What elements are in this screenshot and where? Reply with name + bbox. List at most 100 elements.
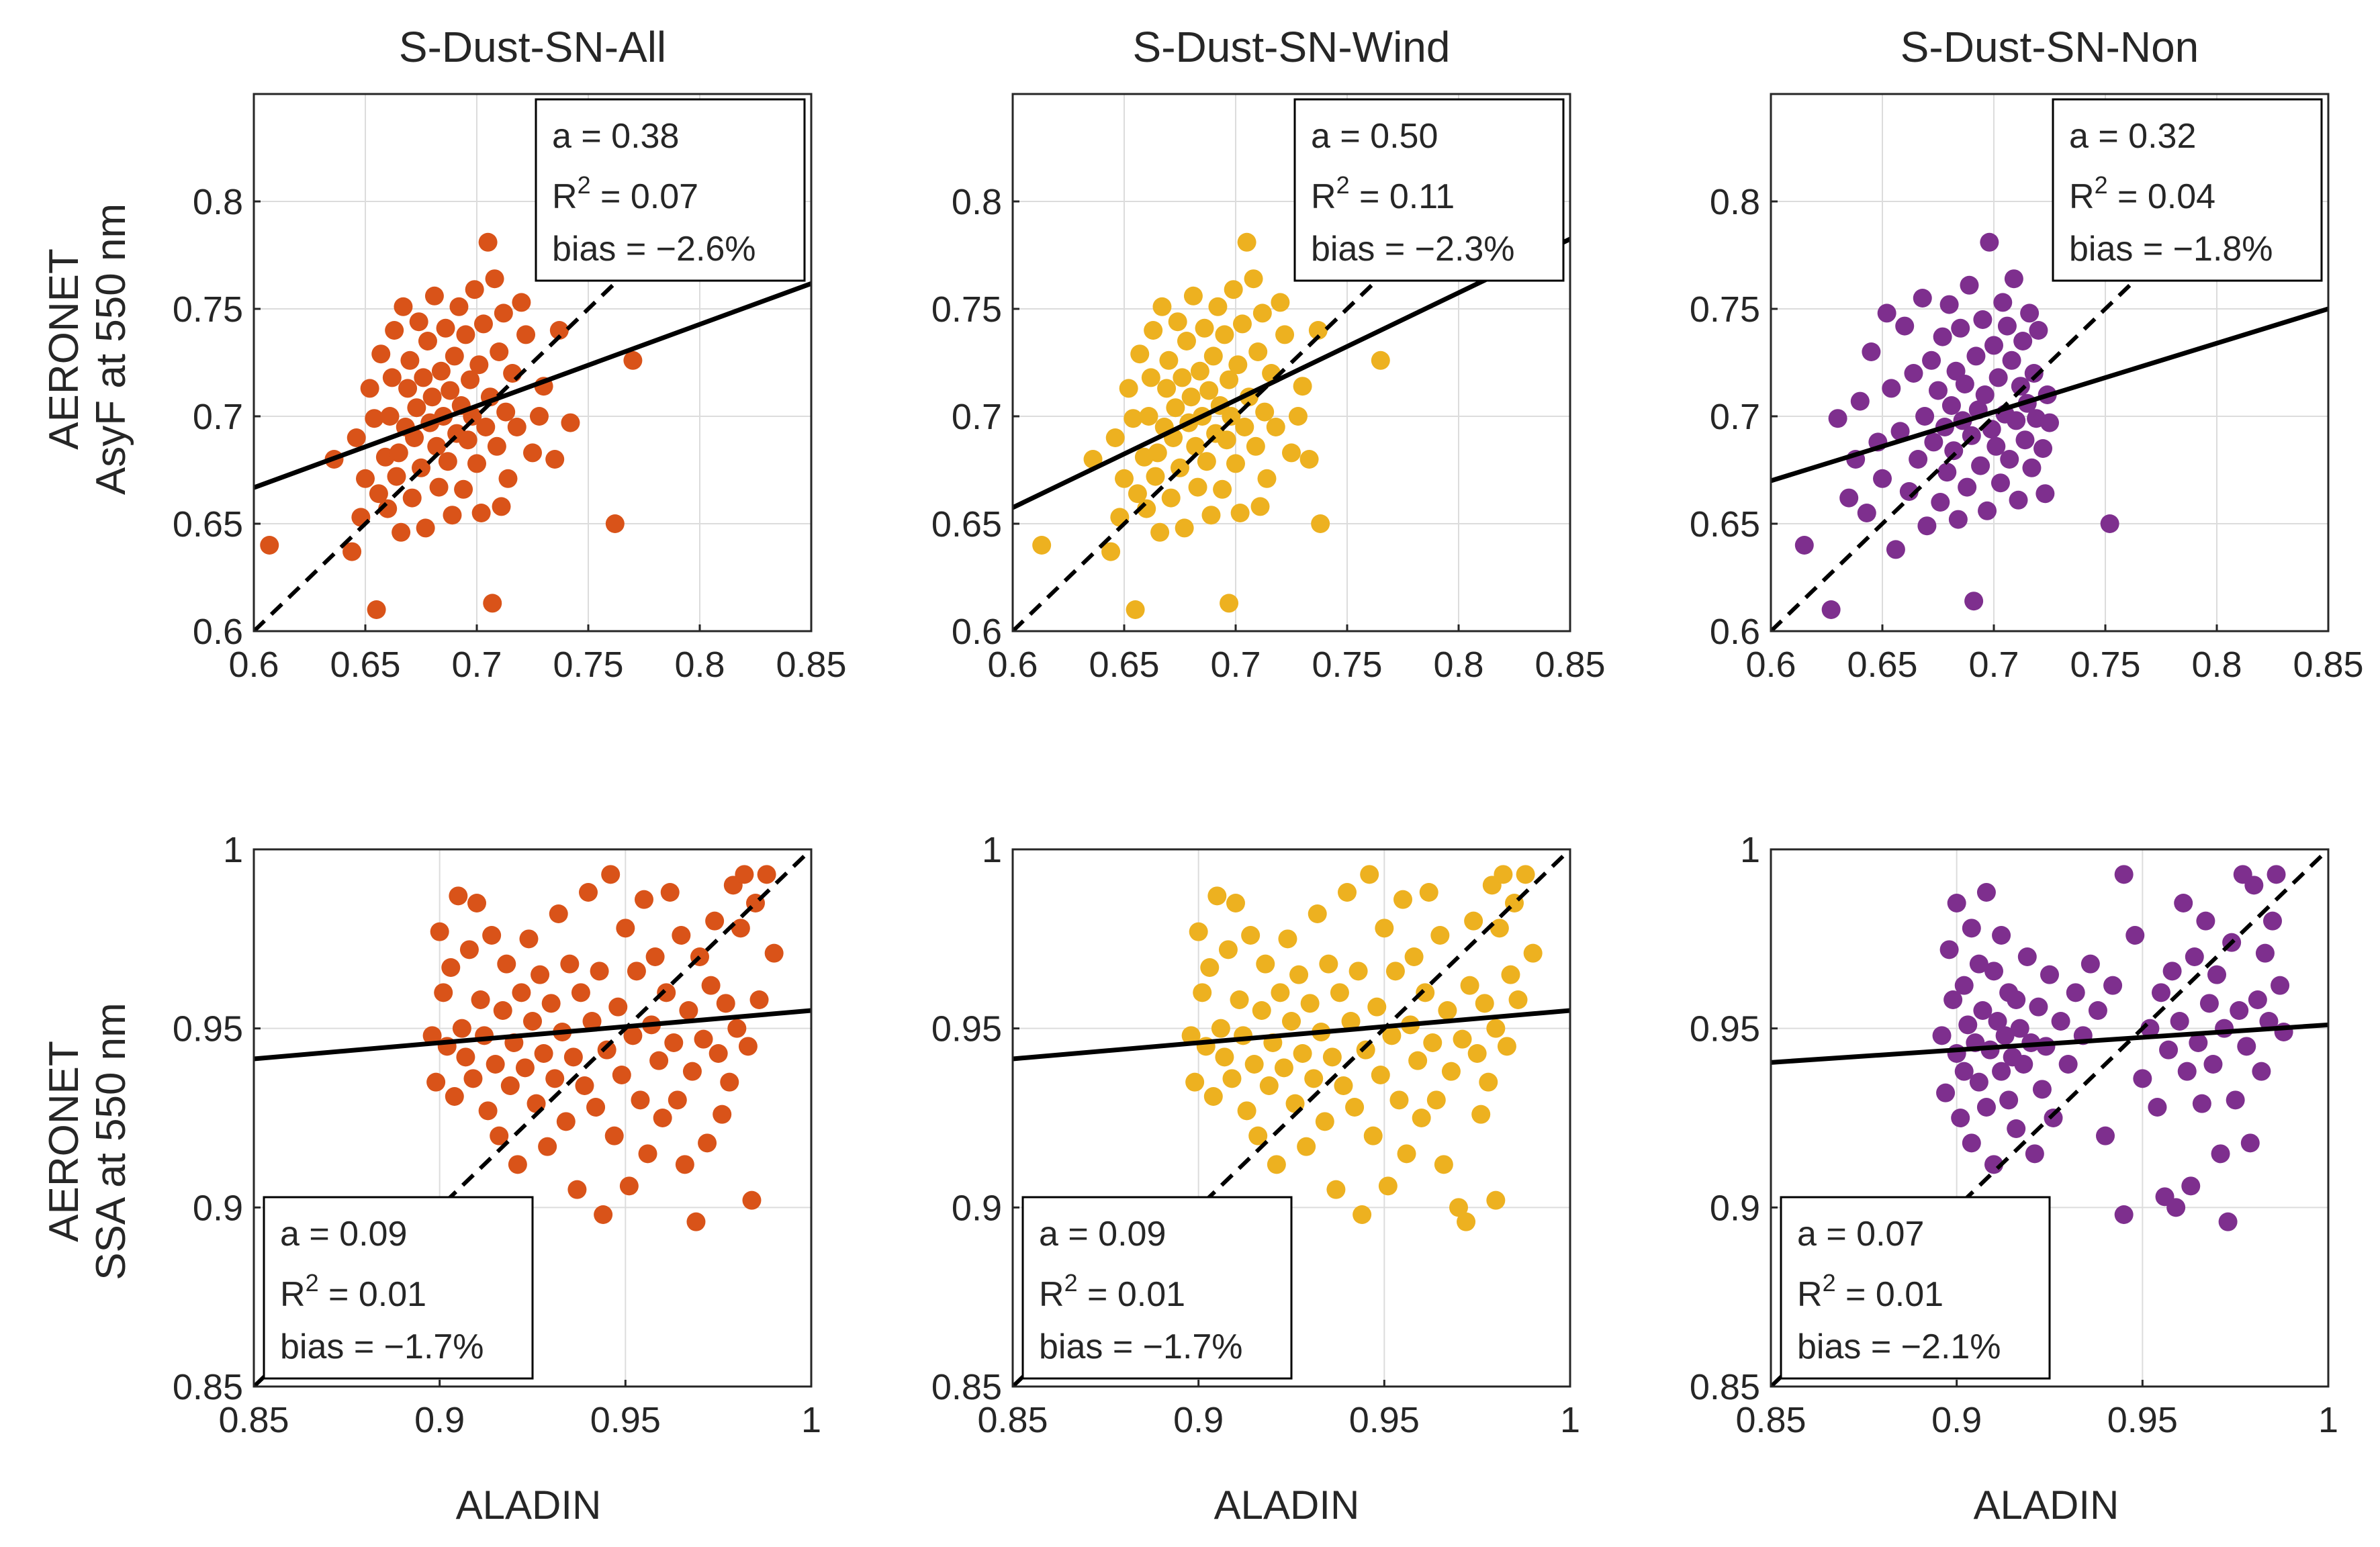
- data-point: [701, 976, 721, 995]
- y-tick-label: 0.65: [931, 504, 1002, 545]
- data-point: [414, 368, 433, 387]
- data-point: [1850, 391, 1870, 411]
- data-point: [2009, 490, 2028, 510]
- data-point: [1973, 310, 1993, 329]
- data-point: [1319, 954, 1338, 974]
- data-point: [638, 1144, 657, 1164]
- data-point: [367, 600, 386, 619]
- data-point: [1230, 990, 1249, 1009]
- data-point: [1966, 346, 1986, 366]
- data-point: [1501, 965, 1520, 984]
- data-point: [1975, 385, 1995, 404]
- data-point: [1308, 321, 1328, 340]
- data-point: [590, 962, 609, 981]
- data-point: [1915, 407, 1935, 426]
- data-point: [1393, 890, 1412, 909]
- data-point: [1995, 1026, 2015, 1045]
- data-point: [1237, 232, 1256, 252]
- data-point: [694, 1029, 713, 1049]
- data-point: [1984, 962, 2003, 981]
- data-point: [631, 1090, 650, 1110]
- data-point: [1232, 314, 1252, 334]
- data-point: [1181, 387, 1201, 407]
- data-point: [1988, 1012, 2007, 1031]
- data-point: [1203, 346, 1223, 366]
- data-point: [1958, 477, 1977, 497]
- data-point: [1224, 280, 1243, 299]
- data-point: [2080, 954, 2100, 974]
- data-point: [1218, 940, 1238, 959]
- data-point: [2263, 911, 2282, 931]
- xlabel-col2: ALADIN: [1214, 1483, 1360, 1528]
- data-point: [1475, 994, 1494, 1013]
- data-point: [1193, 983, 1212, 1002]
- data-point: [1962, 919, 1981, 938]
- x-tick-label: 0.75: [1312, 645, 1382, 685]
- data-point: [1467, 1044, 1487, 1063]
- data-point: [1460, 976, 1479, 995]
- x-tick-label: 0.65: [330, 645, 400, 685]
- data-point: [1152, 297, 1172, 316]
- y-tick-label: 0.95: [1690, 1009, 1760, 1049]
- data-point: [2259, 1012, 2279, 1031]
- data-point: [1177, 332, 1196, 350]
- ylabel-top-line1: AERONET: [41, 248, 87, 450]
- data-point: [1166, 398, 1185, 418]
- data-point: [1862, 342, 1881, 361]
- data-point: [1220, 370, 1239, 389]
- data-point: [1886, 540, 1905, 559]
- data-point: [1964, 592, 1984, 611]
- chart-title: S-Dust-SN-All: [399, 23, 666, 71]
- data-point: [1955, 375, 1974, 393]
- data-point: [672, 926, 691, 945]
- data-point: [2032, 1080, 2052, 1099]
- data-point: [394, 297, 413, 316]
- data-point: [2192, 1094, 2211, 1113]
- data-point: [1988, 368, 2008, 387]
- data-point: [2267, 865, 2286, 884]
- y-tick-label: 0.9: [193, 1188, 243, 1228]
- data-point: [1441, 1062, 1461, 1081]
- data-point: [1256, 954, 1275, 974]
- panel-asyf-non: 0.6 0.65 0.7 0.75 0.8 0.85 0.6 0.65 0.7 0.75 0.8 S-…: [1690, 23, 2364, 685]
- data-point: [473, 314, 493, 334]
- data-point: [2007, 411, 2026, 430]
- data-point: [2226, 1090, 2245, 1110]
- data-point: [2196, 911, 2215, 931]
- data-point: [1932, 1026, 1952, 1045]
- data-point: [438, 452, 457, 471]
- data-point: [478, 232, 498, 252]
- data-point: [716, 994, 735, 1013]
- data-point: [1267, 1155, 1286, 1174]
- data-point: [549, 321, 569, 340]
- data-point: [735, 865, 754, 884]
- data-point: [2237, 1037, 2256, 1056]
- y-tick-label: 0.85: [1690, 1367, 1760, 1407]
- data-point: [471, 990, 490, 1009]
- data-point: [2017, 947, 2037, 966]
- y-tick-label: 0.6: [1710, 612, 1760, 652]
- data-point: [645, 947, 665, 966]
- data-point: [749, 990, 769, 1009]
- data-point: [1839, 488, 1859, 508]
- data-point: [486, 1055, 505, 1074]
- data-point: [1288, 407, 1308, 426]
- data-point: [2066, 983, 2085, 1002]
- stats-box: [2052, 98, 2323, 282]
- data-point: [485, 269, 504, 289]
- data-point: [418, 332, 437, 350]
- data-point: [2159, 1040, 2179, 1060]
- stat-r2: R2 = 0.01: [280, 1269, 426, 1314]
- data-point: [2199, 994, 2219, 1013]
- stat-bias: bias = −1.7%: [1039, 1327, 1243, 1366]
- data-point: [1971, 456, 1990, 475]
- data-point: [1186, 436, 1205, 456]
- y-tick-label: 0.7: [1710, 397, 1760, 437]
- data-point: [1412, 1109, 1431, 1127]
- data-point: [1119, 379, 1138, 398]
- data-point: [2203, 1055, 2223, 1074]
- data-point: [1150, 522, 1170, 542]
- data-point: [1516, 865, 1535, 884]
- data-point: [1188, 477, 1207, 497]
